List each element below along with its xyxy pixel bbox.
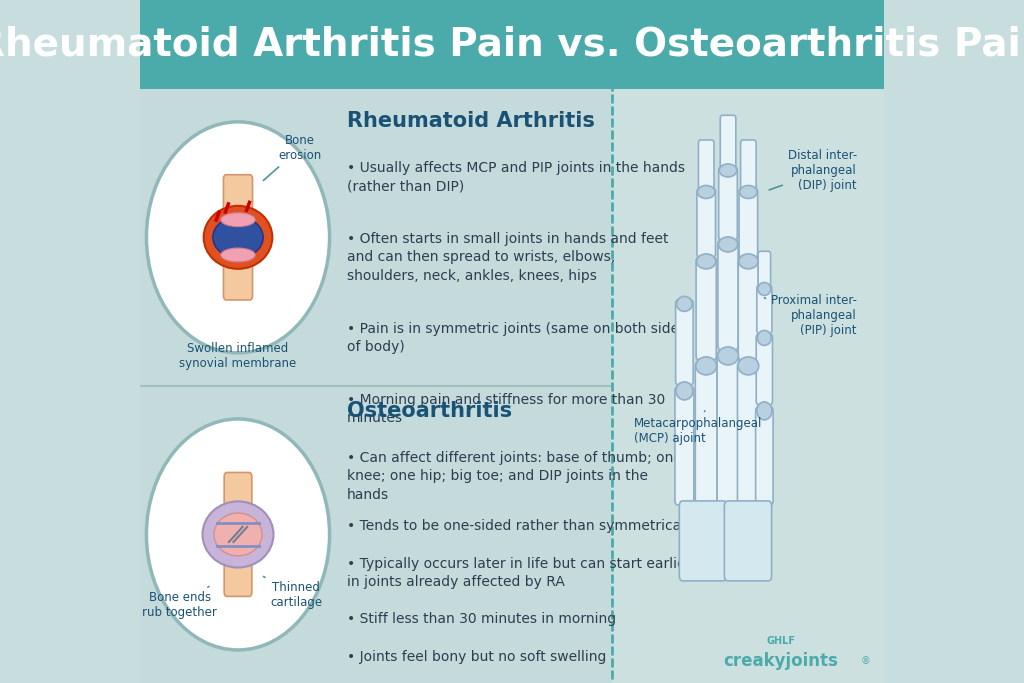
- Ellipse shape: [221, 213, 255, 227]
- Ellipse shape: [738, 254, 758, 269]
- Ellipse shape: [696, 357, 717, 375]
- Ellipse shape: [203, 501, 273, 568]
- Text: • Tends to be one-sided rather than symmetrical: • Tends to be one-sided rather than symm…: [347, 519, 685, 533]
- FancyBboxPatch shape: [738, 257, 759, 360]
- Ellipse shape: [696, 254, 716, 269]
- Ellipse shape: [757, 402, 772, 420]
- Ellipse shape: [146, 419, 330, 650]
- Text: Osteoarthritis: Osteoarthritis: [347, 401, 512, 421]
- Text: Rheumatoid Arthritis: Rheumatoid Arthritis: [347, 111, 595, 130]
- FancyBboxPatch shape: [224, 543, 252, 596]
- Text: • Can affect different joints: base of thumb; one
knee; one hip; big toe; and DI: • Can affect different joints: base of t…: [347, 451, 682, 502]
- Text: • Usually affects MCP and PIP joints in the hands
(rather than DIP): • Usually affects MCP and PIP joints in …: [347, 161, 685, 193]
- Text: ®: ®: [861, 656, 870, 666]
- Ellipse shape: [214, 513, 262, 556]
- Ellipse shape: [719, 164, 737, 177]
- Text: Swollen inflamed
synovial membrane: Swollen inflamed synovial membrane: [179, 342, 297, 370]
- FancyBboxPatch shape: [679, 501, 727, 581]
- FancyBboxPatch shape: [756, 407, 773, 505]
- FancyBboxPatch shape: [740, 140, 756, 189]
- FancyBboxPatch shape: [676, 300, 693, 385]
- FancyBboxPatch shape: [718, 240, 738, 350]
- FancyBboxPatch shape: [698, 140, 714, 189]
- Text: GHLF: GHLF: [766, 636, 796, 646]
- FancyBboxPatch shape: [720, 115, 736, 167]
- Text: • Morning pain and stiffness for more than 30
minutes: • Morning pain and stiffness for more th…: [347, 393, 666, 426]
- Ellipse shape: [146, 122, 330, 353]
- Ellipse shape: [204, 206, 272, 269]
- FancyBboxPatch shape: [697, 188, 716, 257]
- Text: • Typically occurs later in life but can start earlier
in joints already affecte: • Typically occurs later in life but can…: [347, 557, 691, 589]
- Ellipse shape: [221, 248, 255, 262]
- Text: Bone ends
rub together: Bone ends rub together: [142, 587, 217, 619]
- Text: Bone
erosion: Bone erosion: [263, 135, 322, 180]
- FancyBboxPatch shape: [719, 167, 737, 240]
- Ellipse shape: [676, 382, 693, 400]
- FancyBboxPatch shape: [140, 89, 612, 683]
- FancyBboxPatch shape: [223, 175, 253, 224]
- FancyBboxPatch shape: [695, 362, 717, 505]
- FancyBboxPatch shape: [140, 0, 884, 89]
- Text: Thinned
cartilage: Thinned cartilage: [263, 576, 323, 609]
- Text: Proximal inter-
phalangeal
(PIP) joint: Proximal inter- phalangeal (PIP) joint: [764, 294, 857, 337]
- FancyBboxPatch shape: [724, 501, 772, 581]
- Ellipse shape: [758, 331, 771, 346]
- Ellipse shape: [739, 186, 757, 199]
- Ellipse shape: [719, 237, 737, 252]
- Ellipse shape: [718, 347, 738, 365]
- FancyBboxPatch shape: [757, 285, 772, 334]
- FancyBboxPatch shape: [717, 352, 739, 505]
- Text: • Stiff less than 30 minutes in morning: • Stiff less than 30 minutes in morning: [347, 612, 616, 626]
- Text: Distal inter-
phalangeal
(DIP) joint: Distal inter- phalangeal (DIP) joint: [769, 150, 857, 193]
- FancyBboxPatch shape: [756, 334, 772, 405]
- Ellipse shape: [697, 186, 715, 199]
- Text: • Joints feel bony but no soft swelling: • Joints feel bony but no soft swelling: [347, 650, 606, 664]
- FancyBboxPatch shape: [224, 473, 252, 526]
- Text: creakyjoints: creakyjoints: [723, 652, 839, 670]
- FancyBboxPatch shape: [612, 89, 884, 683]
- FancyBboxPatch shape: [737, 362, 759, 505]
- Text: • Often starts in small joints in hands and feet
and can then spread to wrists, : • Often starts in small joints in hands …: [347, 232, 669, 283]
- FancyBboxPatch shape: [758, 251, 771, 286]
- Text: Rheumatoid Arthritis Pain vs. Osteoarthritis Pain: Rheumatoid Arthritis Pain vs. Osteoarthr…: [0, 25, 1024, 64]
- Ellipse shape: [677, 296, 692, 311]
- FancyBboxPatch shape: [223, 251, 253, 300]
- Ellipse shape: [738, 357, 759, 375]
- Text: • Pain is in symmetric joints (same on both side
of body): • Pain is in symmetric joints (same on b…: [347, 322, 679, 354]
- Text: Metacarpophalangeal
(MCP) ajoint: Metacarpophalangeal (MCP) ajoint: [634, 411, 763, 445]
- Ellipse shape: [758, 283, 771, 296]
- FancyBboxPatch shape: [739, 188, 758, 257]
- FancyBboxPatch shape: [696, 257, 717, 360]
- FancyBboxPatch shape: [675, 387, 694, 505]
- Ellipse shape: [213, 217, 263, 257]
